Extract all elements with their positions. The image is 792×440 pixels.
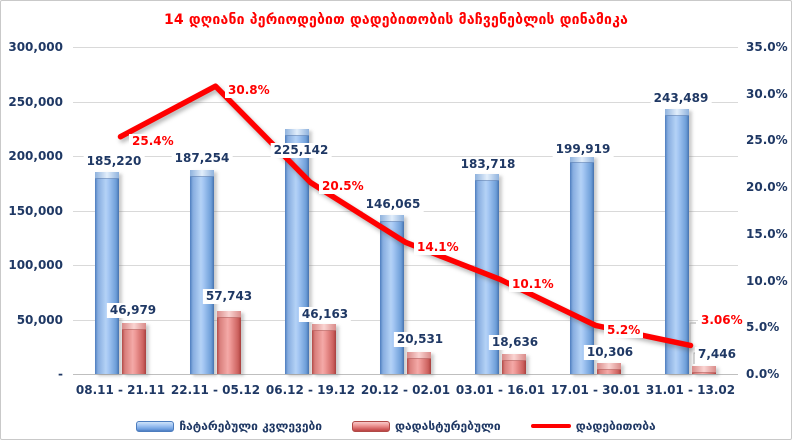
tests-bar xyxy=(285,128,309,374)
legend: ჩატარებული კვლევები დადასტურებული დადებითო… xyxy=(1,413,791,439)
chart-title: 14 დღიანი პერიოდებით დადებითობის მაჩვენე… xyxy=(163,12,629,28)
x-category-label: 08.11 - 21.11 xyxy=(75,383,166,397)
right-axis-tick: 25.0% xyxy=(746,133,788,148)
confirmed-bar xyxy=(692,365,716,374)
confirmed-value-label: 20,531 xyxy=(393,332,447,347)
confirmed-bar xyxy=(407,351,431,374)
right-axis-tick: 15.0% xyxy=(746,226,788,241)
x-category-label: 31.01 - 13.02 xyxy=(645,383,736,397)
confirmed-bar xyxy=(217,311,241,374)
right-axis-tick: 30.0% xyxy=(746,86,788,101)
left-axis-tick: 300,000 xyxy=(8,40,63,54)
confirmed-value-label: 57,743 xyxy=(202,289,256,304)
tests-bar xyxy=(665,108,689,374)
right-axis-tick: 10.0% xyxy=(746,273,788,288)
positivity-pct-label: 5.2% xyxy=(604,323,644,338)
left-axis-tick: - xyxy=(58,367,63,381)
x-axis-line xyxy=(73,374,738,375)
legend-item: ჩატარებული კვლევები xyxy=(136,419,322,433)
left-axis-tick: 200,000 xyxy=(8,149,63,163)
tests-value-label: 243,489 xyxy=(650,91,712,106)
positivity-pct-label: 3.06% xyxy=(698,313,746,328)
positivity-pct-label: 30.8% xyxy=(225,83,273,98)
tests-value-label: 199,919 xyxy=(552,142,614,157)
positivity-pct-label: 14.1% xyxy=(414,240,462,255)
right-axis-tick: 20.0% xyxy=(746,180,788,195)
x-category-label: 17.01 - 30.01 xyxy=(550,383,641,397)
positivity-pct-label: 20.5% xyxy=(319,179,367,194)
legend-bar-swatch xyxy=(136,420,175,432)
gridline xyxy=(73,319,738,321)
confirmed-bar xyxy=(597,362,621,374)
tests-bar xyxy=(570,156,594,374)
confirmed-bar xyxy=(122,322,146,374)
legend-label: დადებითობა xyxy=(575,419,656,433)
left-axis-tick: 250,000 xyxy=(8,94,63,109)
confirmed-value-label: 18,636 xyxy=(488,335,542,350)
x-category-label: 20.12 - 02.01 xyxy=(360,383,451,397)
tests-bar xyxy=(95,172,119,374)
right-axis-tick: 0.0% xyxy=(746,367,780,381)
confirmed-bar xyxy=(502,353,526,374)
positivity-pct-label: 10.1% xyxy=(509,277,557,292)
tests-value-label: 225,142 xyxy=(270,143,332,158)
tests-value-label: 185,220 xyxy=(83,154,145,169)
right-axis-tick: 5.0% xyxy=(746,320,780,335)
legend-line-swatch xyxy=(530,424,571,428)
gridline xyxy=(73,101,738,103)
positivity-pct-label: 25.4% xyxy=(129,134,177,149)
x-category-label: 06.12 - 19.12 xyxy=(265,383,356,397)
left-axis-tick: 50,000 xyxy=(16,312,63,327)
tests-value-label: 183,718 xyxy=(457,157,519,172)
right-axis-tick: 35.0% xyxy=(746,40,788,54)
confirmed-value-label: 46,163 xyxy=(298,307,352,322)
x-category-label: 22.11 - 05.12 xyxy=(170,383,261,397)
tests-bar xyxy=(190,169,214,374)
confirmed-bar xyxy=(312,323,336,374)
left-axis-tick: 100,000 xyxy=(8,258,63,272)
x-category-label: 03.01 - 16.01 xyxy=(455,383,546,397)
legend-item: დადასტურებული xyxy=(352,419,501,433)
legend-label: დადასტურებული xyxy=(395,419,501,433)
legend-item: დადებითობა xyxy=(530,419,656,433)
legend-label: ჩატარებული კვლევები xyxy=(179,419,322,433)
plot-area: 185,220 187,254 225,142 146,065 183,718 199,9… xyxy=(73,47,746,375)
legend-bar-swatch xyxy=(352,420,390,432)
tests-value-label: 146,065 xyxy=(362,197,424,212)
gridline xyxy=(73,47,738,48)
gridline xyxy=(73,156,738,157)
confirmed-value-label: 46,979 xyxy=(106,303,160,318)
tests-value-label: 187,254 xyxy=(171,151,233,166)
gridline xyxy=(73,265,738,266)
confirmed-value-label: 7,446 xyxy=(695,347,739,362)
confirmed-value-label: 10,306 xyxy=(583,345,637,360)
label-leader-line xyxy=(689,322,696,342)
left-axis-tick: 150,000 xyxy=(8,203,63,218)
